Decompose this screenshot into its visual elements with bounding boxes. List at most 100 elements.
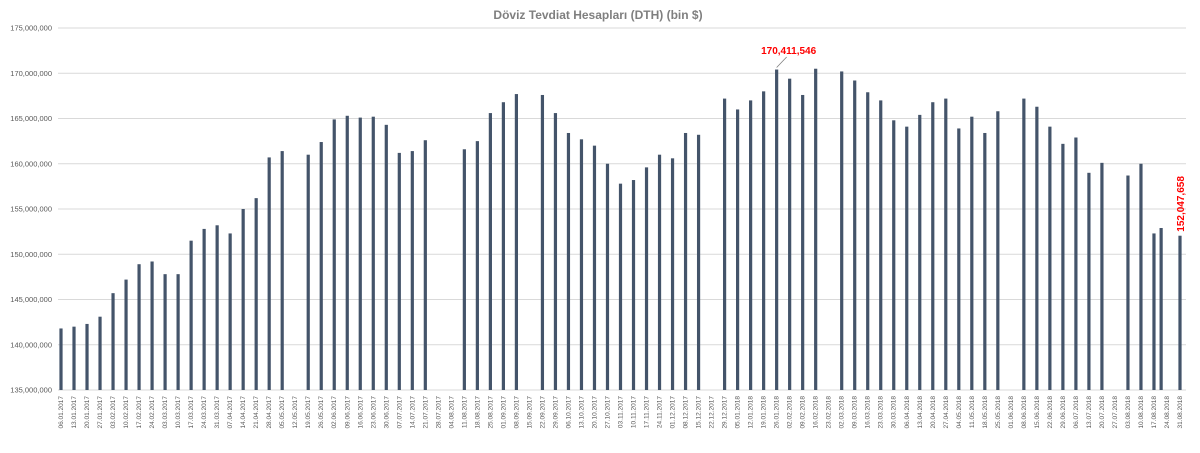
x-tick-label: 02.06.2017 — [331, 396, 338, 429]
bar — [345, 115, 349, 390]
x-tick-label: 08.12.2017 — [683, 396, 690, 429]
bar — [1035, 106, 1039, 391]
x-tick-label: 03.08.2018 — [1125, 396, 1132, 429]
bar — [657, 154, 662, 390]
bar — [124, 279, 128, 390]
bar — [618, 183, 623, 390]
x-tick-label: 17.03.2017 — [188, 396, 195, 429]
x-tick-label: 19.05.2017 — [305, 396, 312, 429]
x-tick-label: 28.07.2017 — [435, 396, 442, 429]
x-tick-label: 09.02.2018 — [800, 396, 807, 429]
annotation-last: 152,047,658 — [1176, 176, 1187, 232]
x-tick-label: 04.05.2018 — [956, 396, 963, 429]
bar — [189, 240, 193, 390]
bar — [957, 128, 961, 390]
bar — [111, 293, 115, 390]
x-tick-label: 23.06.2017 — [370, 396, 377, 429]
x-tick-label: 17.11.2017 — [644, 396, 651, 428]
x-tick-label: 23.02.2018 — [826, 396, 833, 429]
x-tick-label: 13.04.2018 — [917, 396, 924, 429]
x-tick-label: 20.10.2017 — [591, 396, 598, 429]
y-tick-label: 150,000,000 — [10, 250, 52, 259]
x-tick-label: 27.07.2018 — [1112, 396, 1119, 429]
bar — [475, 141, 479, 390]
bar — [1159, 228, 1163, 390]
x-tick-label: 20.07.2018 — [1099, 396, 1106, 429]
bar — [566, 132, 571, 391]
x-tick-label: 14.07.2017 — [409, 396, 416, 429]
x-tick-label: 24.11.2017 — [657, 396, 664, 428]
bar — [1087, 172, 1091, 390]
y-tick-label: 135,000,000 — [10, 386, 52, 395]
bar — [1152, 233, 1156, 390]
x-tick-label: 22.12.2017 — [709, 396, 716, 429]
bar — [306, 154, 310, 390]
x-tick-label: 06.10.2017 — [565, 396, 572, 429]
bar — [59, 328, 63, 390]
x-tick-label: 20.01.2017 — [84, 396, 91, 429]
x-tick-label: 30.06.2017 — [383, 396, 390, 429]
x-tick-label: 13.10.2017 — [578, 396, 585, 429]
x-tick-label: 17.02.2017 — [136, 396, 143, 429]
x-tick-label: 07.04.2017 — [227, 396, 234, 429]
bar — [384, 124, 388, 391]
bar — [749, 100, 753, 391]
x-tick-label: 09.06.2017 — [344, 396, 351, 429]
x-tick-label: 16.06.2017 — [357, 396, 364, 429]
x-tick-label: 03.02.2017 — [110, 396, 117, 429]
bar — [931, 102, 935, 391]
bar — [1048, 126, 1052, 391]
bar — [332, 119, 336, 390]
x-tick-label: 02.02.2018 — [787, 396, 794, 429]
x-axis-ticks: 06.01.2017 13.01.2017 20.01.2017 27.01.2017… — [58, 396, 1184, 429]
y-tick-label: 155,000,000 — [10, 205, 52, 214]
x-tick-label: 13.07.2018 — [1086, 396, 1093, 429]
x-tick-label: 11.05.2018 — [969, 396, 976, 428]
y-tick-label: 170,000,000 — [10, 69, 52, 78]
bar — [501, 102, 505, 391]
bar — [970, 116, 974, 390]
x-tick-label: 01.06.2018 — [1008, 396, 1015, 429]
y-axis-ticks: 135,000,000 140,000,000 145,000,000 150,000… — [10, 24, 52, 395]
bar — [762, 91, 766, 390]
x-tick-label: 17.08.2018 — [1151, 396, 1158, 429]
bar — [775, 69, 779, 390]
x-tick-label: 29.12.2017 — [722, 396, 729, 429]
bar — [488, 113, 492, 390]
bar — [98, 316, 102, 390]
y-tick-label: 175,000,000 — [10, 24, 52, 33]
x-tick-label: 16.03.2018 — [865, 396, 872, 429]
x-tick-label: 01.09.2017 — [500, 396, 507, 429]
bar — [670, 158, 675, 390]
x-tick-label: 06.04.2018 — [904, 396, 911, 429]
bar — [254, 198, 258, 390]
chart-title: Döviz Tevdiat Hesapları (DTH) (bin $) — [493, 8, 702, 22]
bar — [853, 80, 857, 391]
bar — [462, 149, 466, 390]
x-tick-label: 10.11.2017 — [631, 396, 638, 428]
bar — [280, 151, 284, 390]
x-tick-label: 15.09.2017 — [526, 396, 533, 429]
bar — [514, 94, 519, 390]
x-tick-label: 05.01.2018 — [735, 396, 742, 429]
annotation-peak: 170,411,546 — [761, 46, 816, 57]
annotation-leader — [776, 56, 787, 68]
bar — [553, 113, 558, 390]
bar — [983, 132, 987, 391]
bar — [879, 100, 883, 391]
x-tick-label: 15.12.2017 — [696, 396, 703, 429]
x-tick-label: 12.05.2017 — [292, 396, 299, 429]
x-tick-label: 05.05.2017 — [279, 396, 286, 429]
x-tick-label: 22.06.2018 — [1047, 396, 1054, 429]
x-tick-label: 20.04.2018 — [930, 396, 937, 429]
x-tick-label: 24.08.2018 — [1164, 396, 1171, 429]
x-tick-label: 27.04.2018 — [943, 396, 950, 429]
y-tick-label: 160,000,000 — [10, 159, 52, 168]
bar — [150, 261, 154, 390]
bar — [410, 151, 414, 390]
bar — [801, 94, 805, 390]
bar — [944, 98, 948, 390]
x-tick-label: 23.03.2018 — [878, 396, 885, 429]
bar — [683, 132, 688, 391]
